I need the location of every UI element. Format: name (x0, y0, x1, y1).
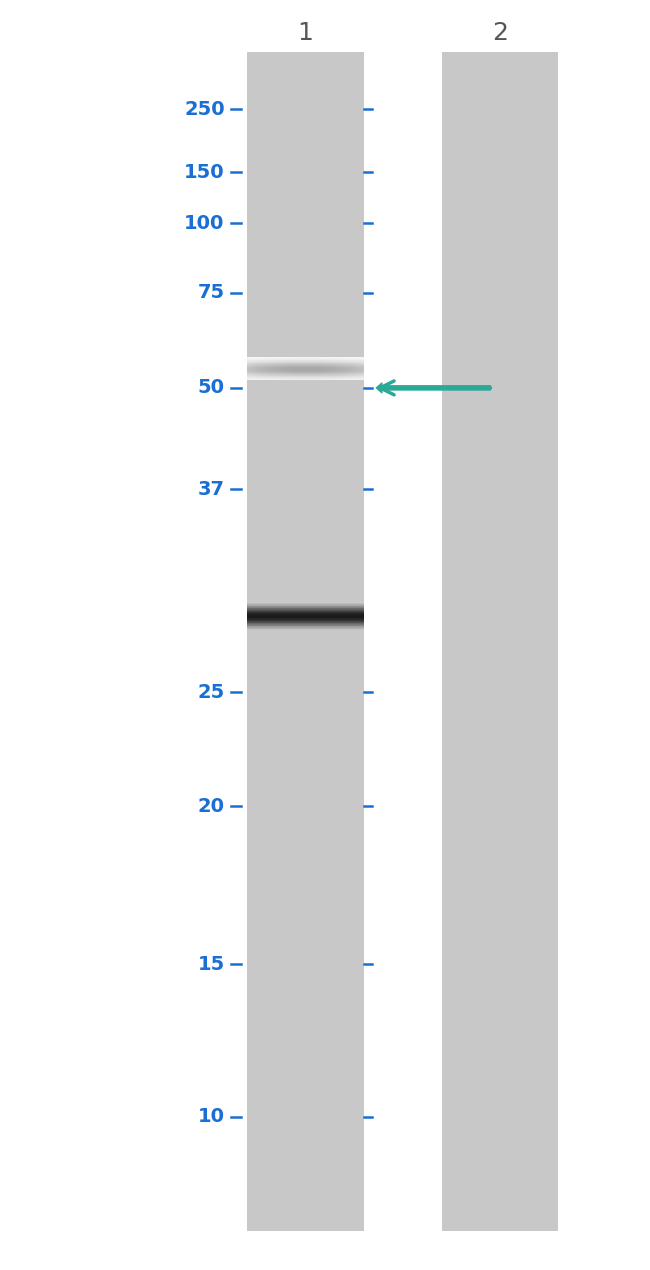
FancyBboxPatch shape (248, 52, 364, 1231)
Text: 2: 2 (492, 22, 508, 44)
Text: 50: 50 (198, 378, 225, 398)
Text: 1: 1 (298, 22, 313, 44)
Text: 10: 10 (198, 1107, 225, 1126)
Text: 100: 100 (185, 213, 225, 232)
Text: 37: 37 (198, 480, 225, 499)
Text: 250: 250 (184, 99, 225, 118)
Text: 75: 75 (198, 283, 225, 302)
Text: 25: 25 (198, 682, 225, 701)
FancyBboxPatch shape (441, 52, 558, 1231)
Text: 150: 150 (184, 163, 225, 182)
Text: 20: 20 (198, 796, 225, 815)
Text: 15: 15 (198, 955, 225, 974)
